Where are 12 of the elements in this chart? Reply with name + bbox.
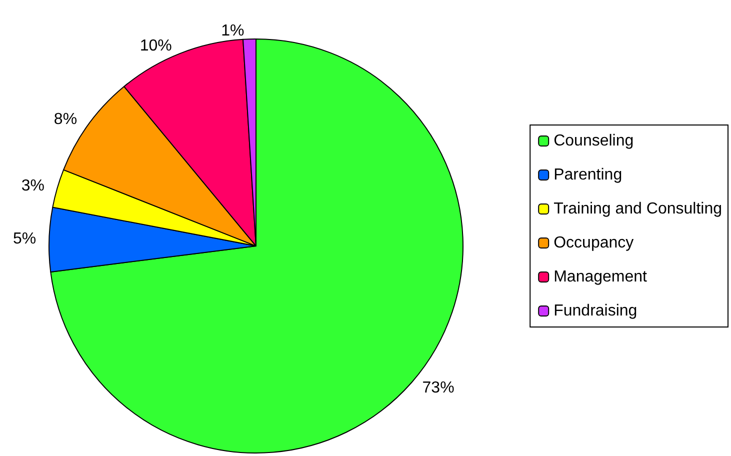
legend-label: Management — [554, 268, 648, 286]
legend-label: Fundraising — [554, 302, 638, 320]
legend-label: Occupancy — [554, 234, 634, 252]
data-label: 8% — [54, 111, 78, 128]
legend-label: Parenting — [554, 166, 622, 184]
data-label: 3% — [21, 178, 45, 195]
data-label: 1% — [221, 22, 244, 40]
data-label: 73% — [422, 380, 454, 397]
legend-label: Training and Consulting — [554, 200, 722, 218]
data-label: 10% — [140, 38, 172, 55]
data-label: 5% — [12, 230, 36, 248]
legend-label: Counseling — [554, 132, 634, 150]
